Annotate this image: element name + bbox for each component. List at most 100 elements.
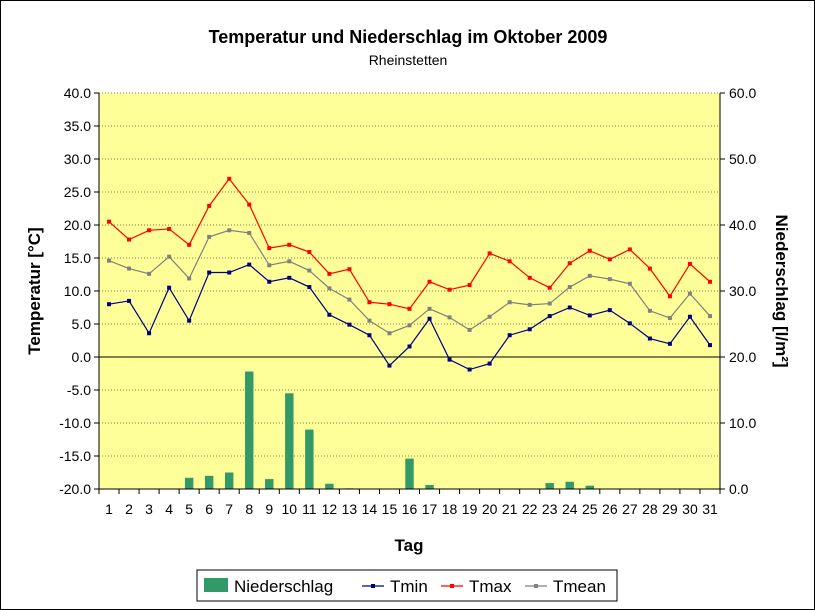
y-tick-label-right: 30.0 xyxy=(729,283,756,299)
point-tmean xyxy=(707,314,712,319)
point-tmin xyxy=(547,314,552,319)
legend-marker-tmin xyxy=(371,584,375,588)
x-tick-label: 3 xyxy=(145,501,153,517)
x-tick-label: 14 xyxy=(362,501,378,517)
y-tick-label-left: -5.0 xyxy=(67,382,91,398)
bar-niederschlag xyxy=(184,477,194,489)
y-tick-label-left: 35.0 xyxy=(64,118,91,134)
point-tmin xyxy=(407,344,412,349)
point-tmin xyxy=(387,363,392,368)
x-tick-label: 1 xyxy=(105,501,113,517)
x-tick-label: 11 xyxy=(302,501,317,517)
x-tick-label: 21 xyxy=(502,501,518,517)
y-tick-label-left: 5.0 xyxy=(72,316,92,332)
point-tmin xyxy=(267,279,272,284)
bar-niederschlag xyxy=(565,481,574,489)
x-tick-label: 5 xyxy=(185,501,193,517)
chart-title: Temperatur und Niederschlag im Oktober 2… xyxy=(209,27,608,47)
x-tick-label: 26 xyxy=(602,501,618,517)
point-tmin xyxy=(347,322,352,327)
point-tmax xyxy=(507,259,512,264)
bar-niederschlag xyxy=(225,472,234,489)
y-axis-right-title: Niederschlag [l/m²] xyxy=(772,214,791,367)
point-tmax xyxy=(147,228,152,233)
y-tick-label-left: 15.0 xyxy=(64,250,91,266)
x-axis-title: Tag xyxy=(395,536,424,555)
y-tick-label-left: -10.0 xyxy=(59,415,91,431)
legend-marker-tmean xyxy=(534,584,538,588)
legend: Niederschlag Tmin Tmax Tmean xyxy=(196,569,618,602)
bar-niederschlag xyxy=(265,479,274,489)
y-tick-label-left: -15.0 xyxy=(59,448,91,464)
point-tmean xyxy=(527,302,532,307)
y-tick-label-left: 40.0 xyxy=(64,85,91,101)
bar-niederschlag xyxy=(285,393,294,489)
point-tmean xyxy=(127,266,132,271)
x-tick-label: 8 xyxy=(245,501,253,517)
point-tmin xyxy=(107,302,112,307)
point-tmax xyxy=(707,279,712,284)
point-tmean xyxy=(207,234,212,239)
point-tmean xyxy=(587,273,592,278)
point-tmax xyxy=(647,266,652,271)
chart-subtitle: Rheinstetten xyxy=(369,52,448,68)
point-tmin xyxy=(427,316,432,321)
point-tmean xyxy=(387,331,392,336)
point-tmax xyxy=(167,226,172,231)
bar-niederschlag xyxy=(405,458,414,489)
point-tmin xyxy=(447,357,452,362)
point-tmin xyxy=(167,285,172,290)
y-tick-label-right: 50.0 xyxy=(729,151,756,167)
point-tmean xyxy=(447,315,452,320)
bar-niederschlag xyxy=(545,483,554,489)
point-tmean xyxy=(167,254,172,259)
point-tmax xyxy=(187,242,192,247)
y-tick-label-left: 30.0 xyxy=(64,151,91,167)
legend-label-niederschlag: Niederschlag xyxy=(234,577,333,596)
point-tmin xyxy=(307,285,312,290)
x-tick-label: 19 xyxy=(462,501,478,517)
point-tmean xyxy=(367,318,372,323)
point-tmean xyxy=(407,323,412,328)
point-tmin xyxy=(207,270,212,275)
y-tick-label-right: 20.0 xyxy=(729,349,756,365)
x-tick-label: 20 xyxy=(482,501,498,517)
point-tmax xyxy=(267,246,272,251)
x-tick-label: 12 xyxy=(322,501,338,517)
point-tmin xyxy=(667,341,672,346)
x-tick-label: 28 xyxy=(642,501,658,517)
bar-niederschlag xyxy=(204,475,214,489)
point-tmean xyxy=(427,306,432,311)
point-tmean xyxy=(607,277,612,282)
point-tmin xyxy=(707,343,712,348)
point-tmean xyxy=(687,291,692,296)
point-tmin xyxy=(627,321,632,326)
point-tmin xyxy=(487,361,492,366)
point-tmax xyxy=(607,257,612,262)
point-tmax xyxy=(687,261,692,266)
legend-swatch-niederschlag xyxy=(204,578,228,592)
y-tick-label-left: 25.0 xyxy=(64,184,91,200)
point-tmin xyxy=(607,308,612,313)
point-tmax xyxy=(627,247,632,252)
legend-label-tmean: Tmean xyxy=(553,577,606,596)
x-tick-label: 13 xyxy=(342,501,358,517)
point-tmin xyxy=(587,313,592,318)
point-tmean xyxy=(107,258,112,263)
point-tmax xyxy=(207,203,212,208)
y-tick-label-right: 60.0 xyxy=(729,85,756,101)
point-tmax xyxy=(367,300,372,305)
x-tick-label: 25 xyxy=(582,501,598,517)
point-tmean xyxy=(647,308,652,313)
point-tmin xyxy=(367,333,372,338)
axes: -20.0-15.0-10.0-5.00.05.010.015.020.025.… xyxy=(59,85,756,517)
point-tmin xyxy=(647,336,652,341)
point-tmax xyxy=(247,202,252,207)
x-tick-label: 30 xyxy=(682,501,698,517)
point-tmean xyxy=(147,271,152,276)
bar-niederschlag xyxy=(585,485,594,489)
x-tick-label: 27 xyxy=(622,501,638,517)
x-tick-label: 17 xyxy=(422,501,438,517)
x-tick-label: 7 xyxy=(225,501,233,517)
x-tick-label: 23 xyxy=(542,501,558,517)
